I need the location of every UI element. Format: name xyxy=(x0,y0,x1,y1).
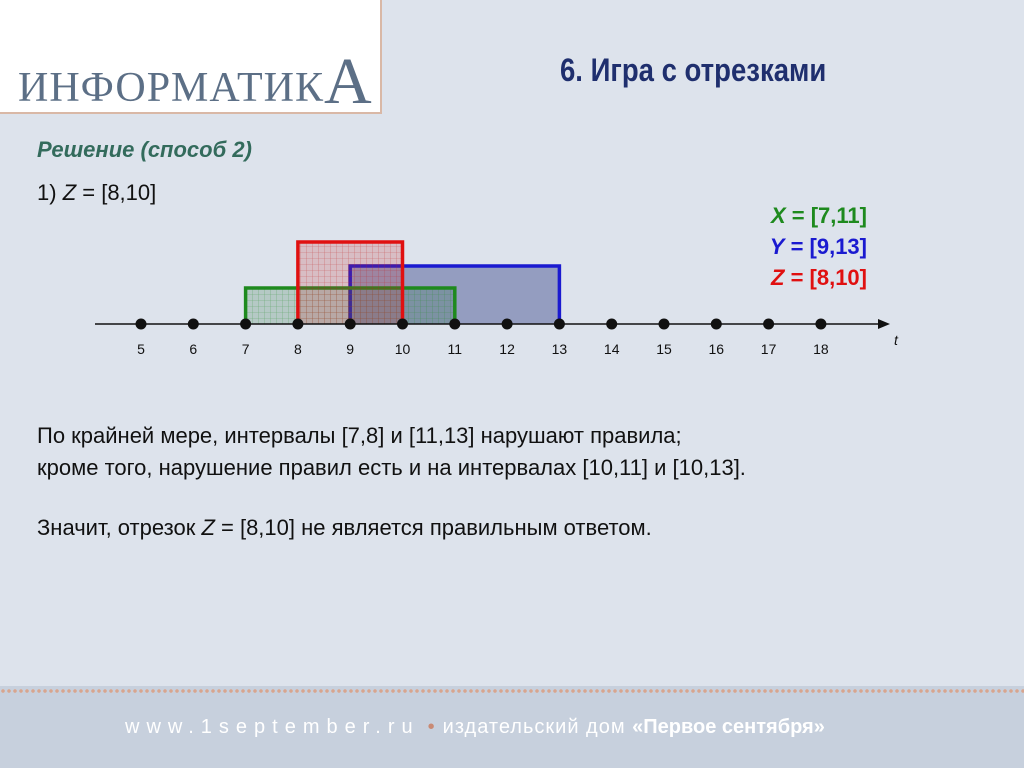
logo: ИНФОРМАТИКА xyxy=(18,44,373,120)
logo-text: ИНФОРМАТИК xyxy=(18,65,325,111)
intervals-layer xyxy=(243,240,562,324)
tick-dot xyxy=(501,318,513,330)
tick-label: 12 xyxy=(499,341,515,357)
slide-title: 6. Игра с отрезками xyxy=(560,52,827,88)
axis-arrow xyxy=(878,319,890,329)
tick-label: 8 xyxy=(294,341,302,357)
tick-dot xyxy=(763,318,775,330)
step-line: 1) Z = [8,10] xyxy=(37,180,156,206)
logo-big-letter: А xyxy=(324,45,373,118)
logo-panel: ИНФОРМАТИКА xyxy=(0,0,382,118)
explanation-line-1: По крайней мере, интервалы [7,8] и [11,1… xyxy=(37,423,682,448)
explanation-line-2: кроме того, нарушение правил есть и на и… xyxy=(37,455,746,480)
footer-bullet: • xyxy=(427,716,435,738)
tick-label: 5 xyxy=(137,341,145,357)
tick-dot xyxy=(449,318,461,330)
tick-label: 13 xyxy=(552,341,568,357)
tick-dot xyxy=(240,318,252,330)
tick-label: 11 xyxy=(448,341,463,357)
step-rest: = [8,10] xyxy=(76,180,157,205)
tick-label: 14 xyxy=(604,341,620,357)
explanation: По крайней мере, интервалы [7,8] и [11,1… xyxy=(37,420,746,544)
footer-band xyxy=(0,686,1024,768)
tick-label: 9 xyxy=(346,341,354,357)
legend: X = [7,11] Y = [9,13] Z = [8,10] xyxy=(770,200,867,293)
tick-dot xyxy=(292,318,304,330)
tick-dot xyxy=(553,318,565,330)
tick-label: 17 xyxy=(761,341,777,357)
tick-label: 7 xyxy=(242,341,250,357)
tick-dot xyxy=(815,318,827,330)
solution-subtitle: Решение (способ 2) xyxy=(37,137,252,162)
tick-dot xyxy=(710,318,722,330)
footer-brand: «Первое сентября» xyxy=(632,716,825,738)
legend-z: Z = [8,10] xyxy=(771,265,867,290)
tick-dot xyxy=(397,318,408,330)
step-prefix: 1) xyxy=(37,180,63,205)
tick-label: 6 xyxy=(189,341,197,357)
axis-layer: t 5 6 7 8 9 10 11 12 13 14 15 16 17 18 xyxy=(95,318,899,357)
footer-publisher: издательский дом xyxy=(442,716,633,738)
step-var: Z xyxy=(62,180,77,205)
tick-dot xyxy=(606,318,618,330)
tick-label: 16 xyxy=(709,341,725,357)
tick-label: 18 xyxy=(813,341,829,357)
conclusion-line: Значит, отрезок Z = [8,10] не является п… xyxy=(37,515,652,540)
legend-y: Y = [9,13] xyxy=(769,234,867,259)
tick-label: 15 xyxy=(656,341,672,357)
tick-dot xyxy=(187,318,199,330)
footer-dotted-line xyxy=(0,688,1024,694)
tick-dot xyxy=(344,318,356,330)
footer: www.1september.ru • издательский дом «Перв… xyxy=(125,716,825,739)
interval-z-outline xyxy=(296,240,405,324)
footer-site: www.1september.ru xyxy=(125,716,420,738)
tick-label: 10 xyxy=(395,341,411,357)
tick-dot xyxy=(135,318,147,330)
axis-label: t xyxy=(894,332,899,348)
tick-dot xyxy=(658,318,670,330)
interval-z-fill xyxy=(297,242,403,324)
legend-x: X = [7,11] xyxy=(770,203,867,228)
